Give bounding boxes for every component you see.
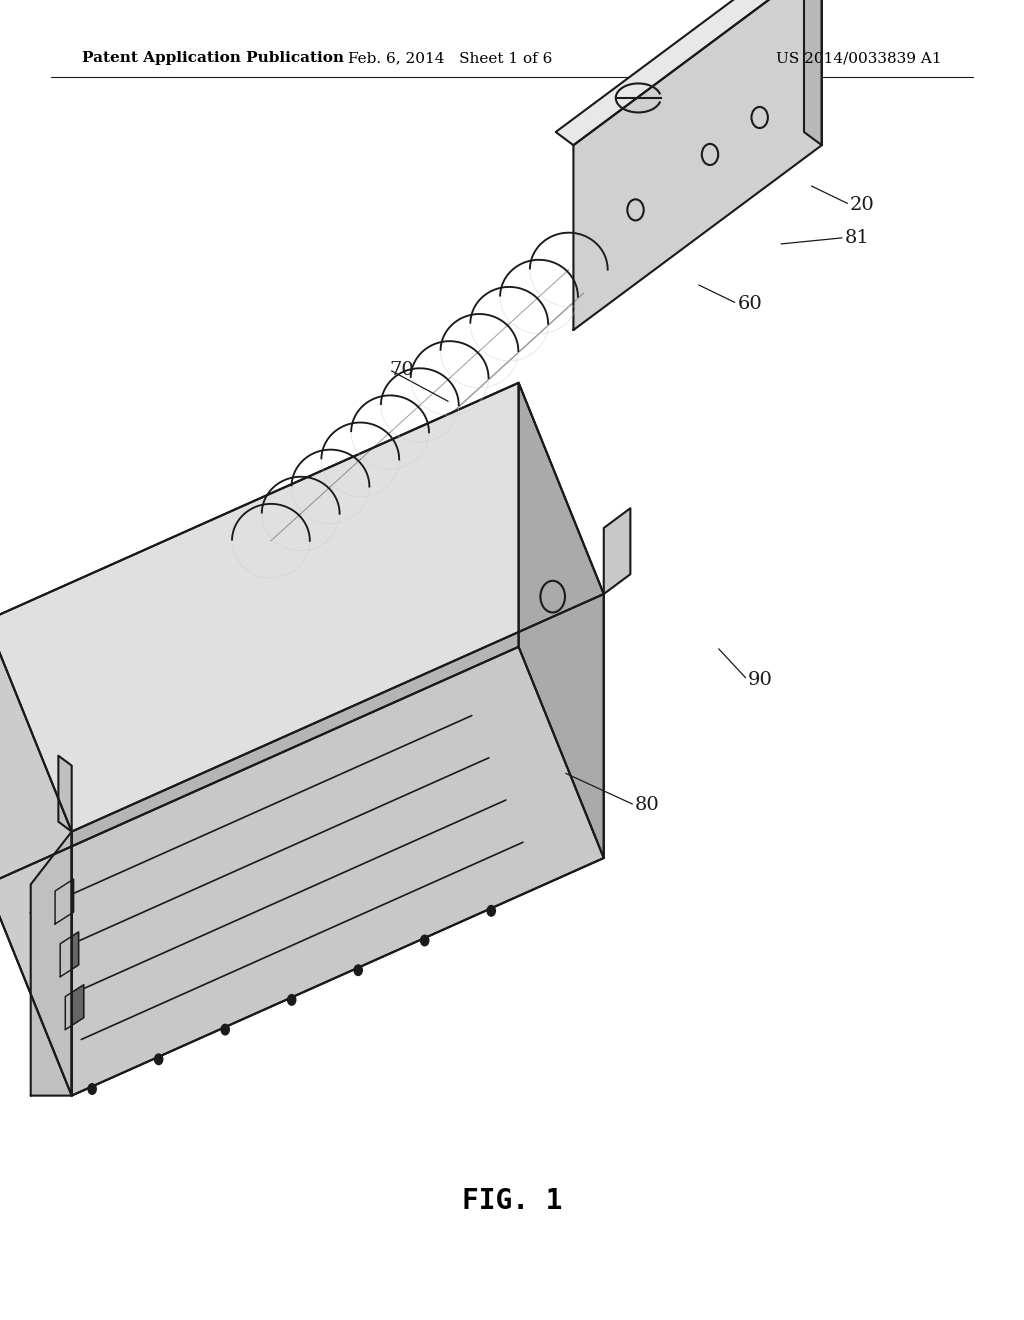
Text: 90: 90 [748, 671, 772, 689]
Circle shape [354, 965, 362, 975]
Polygon shape [0, 620, 72, 1096]
Text: Feb. 6, 2014   Sheet 1 of 6: Feb. 6, 2014 Sheet 1 of 6 [348, 51, 553, 65]
Circle shape [88, 1084, 96, 1094]
Polygon shape [66, 985, 84, 1030]
Text: 80: 80 [635, 796, 659, 814]
Text: FIG. 1: FIG. 1 [462, 1187, 562, 1216]
Polygon shape [556, 0, 821, 145]
Circle shape [221, 1024, 229, 1035]
Text: US 2014/0033839 A1: US 2014/0033839 A1 [776, 51, 942, 65]
Polygon shape [58, 755, 72, 832]
Text: Patent Application Publication: Patent Application Publication [82, 51, 344, 65]
Text: 70: 70 [389, 360, 414, 379]
Circle shape [288, 995, 296, 1006]
Polygon shape [0, 383, 518, 884]
Polygon shape [31, 832, 72, 1096]
Polygon shape [60, 932, 79, 977]
Polygon shape [804, 0, 821, 145]
Polygon shape [55, 879, 74, 924]
Polygon shape [0, 647, 604, 1096]
Polygon shape [0, 383, 604, 832]
Polygon shape [573, 0, 821, 330]
Text: 60: 60 [737, 294, 762, 313]
Text: 81: 81 [845, 228, 869, 247]
Circle shape [155, 1053, 163, 1064]
Polygon shape [518, 383, 604, 858]
Circle shape [421, 935, 429, 945]
Text: 20: 20 [850, 195, 874, 214]
Polygon shape [72, 594, 604, 1096]
Polygon shape [604, 508, 631, 594]
Circle shape [487, 906, 496, 916]
